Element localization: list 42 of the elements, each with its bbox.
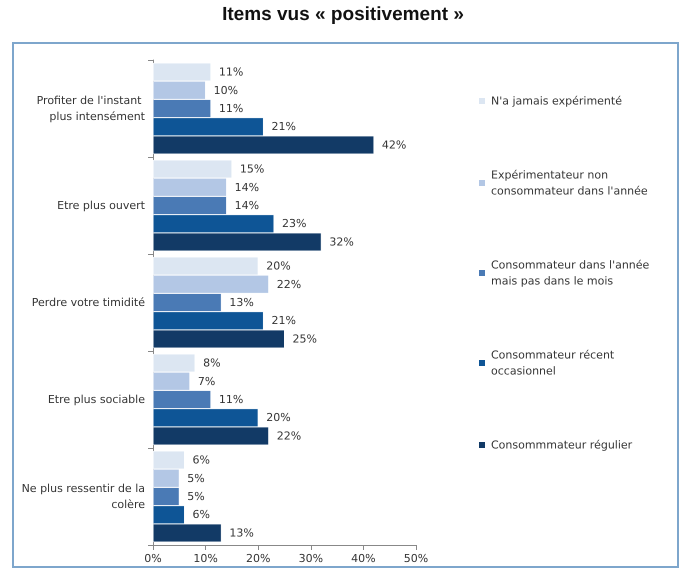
data-label: 14% [234,180,260,194]
data-label: 42% [382,138,406,152]
data-label: 7% [198,374,216,388]
y-tick-label: Ne plus ressentir de la colère [22,482,146,511]
data-label: 11% [218,102,244,115]
data-label: 23% [282,217,306,230]
x-tick-label: 20% [246,552,270,565]
y-tick-label: Profiter de l'instant plus intensément [36,94,146,123]
data-label: 25% [292,332,317,346]
x-tick-label: 50% [404,552,428,565]
data-label: 22% [276,278,302,291]
data-label: 5% [187,490,205,503]
data-label: 15% [240,162,264,176]
data-label: 20% [266,260,291,273]
data-label: 14% [234,199,260,212]
data-label: 13% [229,526,254,540]
x-tick-label: 10% [193,552,218,565]
data-label: 20% [266,411,291,424]
data-label: 21% [271,314,296,328]
x-tick-label: 40% [351,552,376,565]
legend-label: Consommateur dans l'année mais pas dans le mois [491,258,653,288]
data-label: 6% [192,454,210,467]
data-label: 11% [218,393,244,406]
data-label: 11% [218,66,244,79]
data-label: 22% [276,429,302,442]
y-tick-label: Etre plus ouvert [57,199,146,212]
data-label: 13% [229,296,254,309]
data-label: 32% [329,235,354,248]
legend-label: Consommmateur régulier [491,438,633,452]
legend-label: N'a jamais expérimenté [491,94,622,108]
data-label: 6% [192,508,210,522]
x-tick-label: 30% [298,552,324,565]
data-label: 5% [187,472,205,485]
y-tick-label: Perdre votre timidité [32,296,146,309]
data-label: 8% [203,356,221,370]
y-tick-label: Etre plus sociable [48,393,146,406]
legend-label: Expérimentateur non consommateur dans l'année [491,168,648,198]
legend-label: Consommateur récent occasionnel [491,348,618,378]
data-label: 10% [214,84,238,97]
chart-title: Items vus « positivement » [221,4,465,26]
data-label: 21% [271,120,296,134]
x-tick-label: 0% [144,552,162,565]
